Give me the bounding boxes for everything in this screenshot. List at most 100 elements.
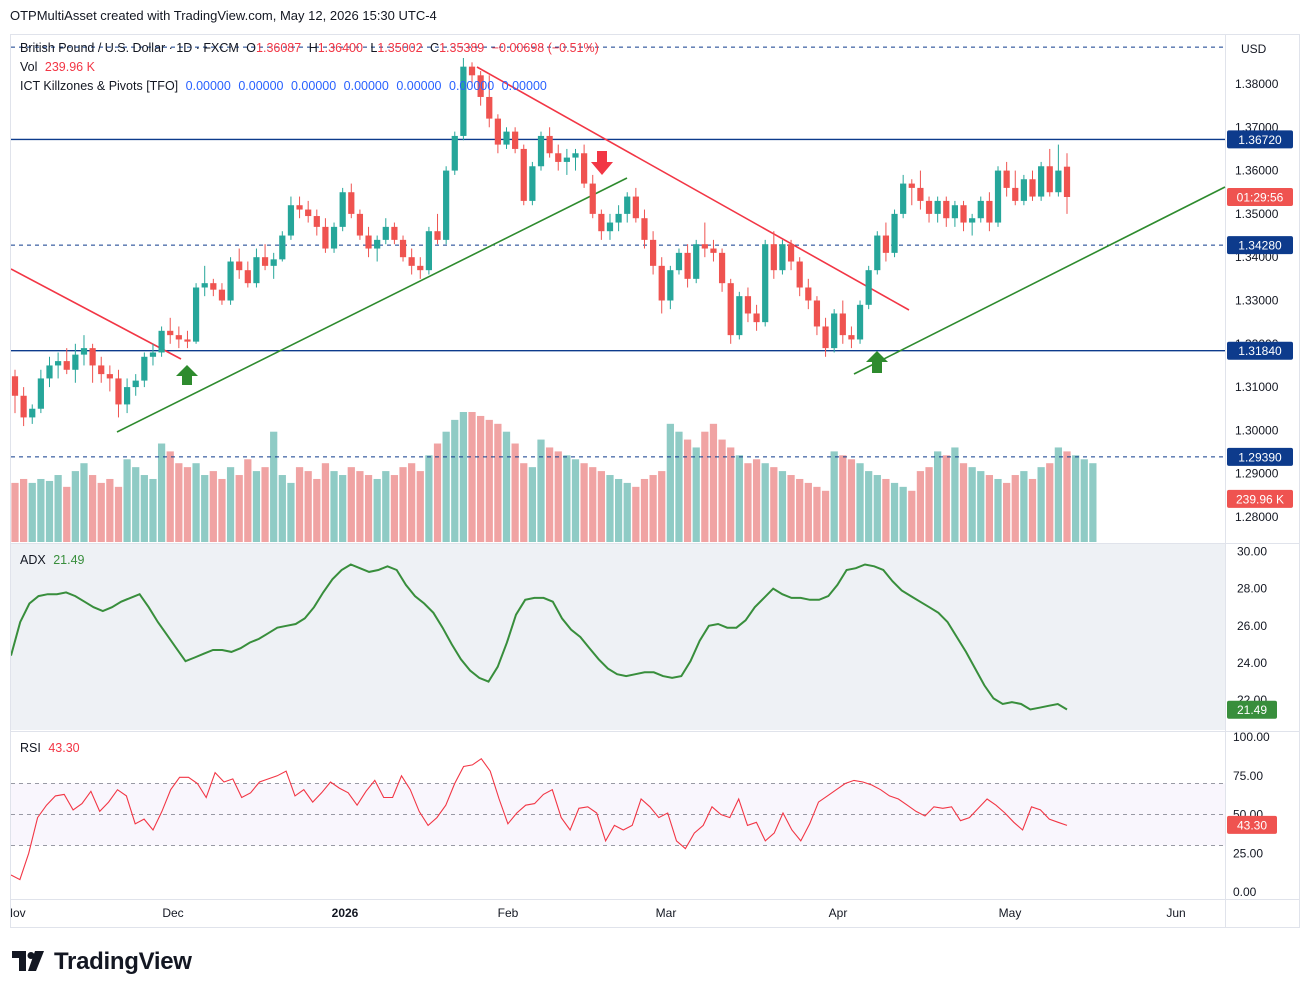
volume-bar [821, 490, 830, 542]
chart-frame[interactable]: 1.38000 1.37000 1.36000 1.35000 1.34000 1.330… [10, 34, 1300, 928]
volume-bar [614, 478, 623, 542]
candle-body [356, 213, 364, 236]
candle-body [115, 378, 122, 405]
rsi-label[interactable]: RSI [20, 741, 41, 755]
candle-body [55, 361, 62, 366]
volume-bar [916, 471, 925, 542]
volume-bar [873, 475, 881, 542]
volume-bar [235, 475, 243, 542]
volume-bar [511, 443, 519, 542]
volume-label[interactable]: Vol [20, 60, 38, 74]
candle-body [201, 283, 208, 288]
volume-bar [1063, 451, 1071, 542]
volume-bar [373, 478, 381, 542]
adx-tick-label: 24.00 [1237, 656, 1267, 670]
time-axis[interactable]: Nov Dec 2026 Feb Mar Apr May Jun [11, 906, 1186, 920]
candle-body [175, 335, 182, 340]
candle-body [658, 265, 665, 301]
ohlc-open: O1.36087 [246, 41, 302, 55]
sell-arrow-icon [591, 151, 613, 175]
candle-body [787, 244, 795, 262]
volume-bar [37, 478, 45, 542]
volume-bar [520, 463, 528, 542]
candle-body [330, 226, 338, 249]
candle-body [831, 313, 838, 349]
candle-body [520, 148, 527, 201]
candle-body [218, 289, 226, 301]
candle-body [753, 313, 760, 323]
price-badge [1227, 187, 1293, 206]
candle-body [977, 200, 984, 219]
volume-bar [1089, 463, 1097, 542]
volume-bar [166, 451, 174, 542]
symbol-name[interactable]: British Pound / U.S. Dollar · 1D · FXCM [20, 41, 239, 55]
candle-body [581, 153, 588, 184]
volume-bar [209, 471, 217, 542]
rsi-tick-label: 0.00 [1233, 885, 1257, 899]
price-tick-label: 1.36000 [1235, 164, 1279, 178]
price-badge [1227, 447, 1293, 466]
candle-body [900, 183, 907, 214]
volume-bar [882, 478, 890, 542]
trendline-green-up-1[interactable] [116, 177, 628, 433]
horizontal-levels[interactable] [11, 46, 1225, 458]
tradingview-logo[interactable]: TradingView [12, 948, 192, 976]
candle-body [632, 196, 639, 219]
ict-value: 0.00000 [238, 79, 284, 93]
rsi-tick-label: 25.00 [1233, 846, 1263, 860]
candle-body [80, 348, 88, 355]
volume-bar [666, 423, 674, 542]
price-badge-label: 01:29:56 [1237, 190, 1284, 204]
volume-bar [951, 447, 959, 542]
volume-bar [537, 439, 545, 542]
candle-body [399, 239, 407, 258]
candle-body [417, 265, 424, 271]
candle-body [270, 259, 277, 266]
volume-bar [1020, 471, 1028, 542]
candle-body [1012, 187, 1019, 201]
trendline-green-up-2[interactable] [853, 186, 1226, 375]
price-badge [1227, 130, 1293, 149]
price-axis[interactable]: 1.380001.370001.360001.350001.340001.330… [1227, 77, 1293, 524]
candle-body [649, 239, 657, 266]
candle-body [253, 257, 260, 284]
volume-bar [477, 415, 485, 542]
candle-body [555, 153, 562, 162]
candle-body [537, 135, 545, 167]
candle-body [839, 313, 846, 336]
volume-bar [899, 486, 907, 542]
price-tick-label: 1.33000 [1235, 293, 1279, 307]
adx-legend: ADX 21.49 [20, 553, 88, 567]
candle-body [598, 213, 605, 232]
candle-body [184, 339, 191, 342]
candle-body [227, 261, 234, 301]
candle-body [365, 235, 372, 249]
ict-value: 0.00000 [343, 79, 389, 93]
candle-body [494, 118, 501, 145]
candle-body [451, 135, 458, 171]
chart-canvas[interactable]: 1.380001.370001.360001.350001.340001.330… [11, 35, 1299, 927]
candle-body [986, 200, 993, 223]
volume-bar [597, 471, 605, 542]
volume-bar [45, 480, 54, 542]
candle-body [572, 153, 579, 158]
adx-pane[interactable] [11, 544, 1225, 730]
volume-bar [1046, 463, 1054, 542]
candle-body [994, 170, 1002, 223]
adx-label[interactable]: ADX [20, 553, 46, 567]
buy-arrow-icon [176, 365, 198, 385]
volume-bar [1054, 447, 1062, 542]
candle-body [615, 213, 622, 223]
volume-bar [830, 451, 838, 542]
price-badge [1227, 489, 1293, 508]
ict-label[interactable]: ICT Killzones & Pivots [TFO] [20, 79, 179, 93]
candle-body [727, 283, 734, 336]
candle-body [1046, 166, 1053, 193]
candle-body [460, 66, 467, 136]
currency-label[interactable]: USD [1241, 42, 1267, 56]
trendline-red-down-2[interactable] [476, 66, 910, 311]
ohlc-close: C1.35389 [430, 41, 485, 55]
candle-body [391, 226, 398, 240]
